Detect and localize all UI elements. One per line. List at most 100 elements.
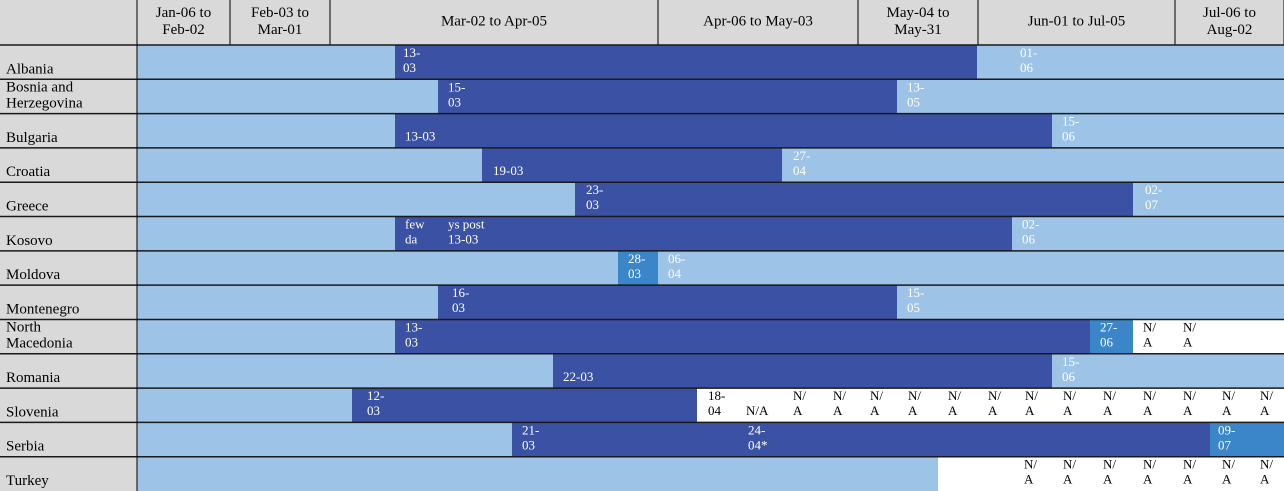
- country-name: Greece: [6, 199, 49, 215]
- date-label-line: da: [405, 232, 418, 247]
- country-name: Albania: [6, 62, 54, 78]
- country-name: Serbia: [6, 439, 45, 455]
- date-label: 09-07: [1218, 422, 1235, 452]
- date-label-line: 03: [586, 197, 599, 212]
- date-label-line: A: [1024, 472, 1034, 487]
- date-label: 02-07: [1145, 182, 1162, 212]
- period-bar: [395, 113, 1052, 148]
- date-label-line: 05: [907, 94, 920, 109]
- country-name: Croatia: [6, 165, 50, 181]
- date-label-line: A: [1183, 403, 1193, 418]
- date-label: N/A: [1063, 388, 1076, 418]
- period-bar: [1133, 182, 1284, 217]
- date-label: N/A: [1222, 388, 1235, 418]
- country-name: Bulgaria: [6, 130, 58, 146]
- date-label: N/A: [1143, 457, 1156, 487]
- country-name-line: Bosnia and: [6, 80, 74, 96]
- date-label-line: 04*: [748, 437, 768, 452]
- date-label-line: 07: [1145, 197, 1159, 212]
- date-label-line: A: [1063, 472, 1073, 487]
- period-bar: [352, 388, 697, 423]
- date-label: N/A: [1143, 388, 1156, 418]
- date-label: N/A: [1024, 457, 1037, 487]
- date-label: 15-03: [448, 79, 465, 109]
- date-label: 01-06: [1020, 45, 1037, 75]
- date-label: N/A: [1103, 388, 1116, 418]
- period-bar: [1052, 113, 1284, 148]
- country-name-line: Turkey: [6, 473, 49, 489]
- date-label: N/A: [1183, 319, 1196, 349]
- header-bg: [0, 0, 1284, 45]
- date-label: N/A: [908, 388, 921, 418]
- period-bar: [137, 113, 395, 148]
- period-header-line: Mar-01: [258, 22, 303, 38]
- period-header-line: Feb-02: [162, 22, 205, 38]
- period-bar: [782, 147, 1284, 183]
- date-label-line: 03: [405, 334, 418, 349]
- date-label: 27-04: [793, 148, 810, 178]
- date-label-line: N/: [1025, 388, 1038, 403]
- date-label-line: A: [1143, 472, 1153, 487]
- date-label: N/A: [1183, 457, 1196, 487]
- period-bar: [438, 79, 897, 114]
- date-label-line: A: [948, 403, 958, 418]
- date-label: 12-03: [367, 388, 384, 418]
- date-label-line: N/: [1183, 457, 1196, 472]
- date-label-line: 06: [1062, 369, 1076, 384]
- date-label: N/A: [1222, 457, 1235, 487]
- period-header-line: Jun-01 to Jul-05: [1028, 14, 1126, 30]
- date-label-line: N/: [1260, 457, 1273, 472]
- date-label: 15-06: [1062, 114, 1079, 144]
- period-header-line: Jul-06 to: [1203, 5, 1256, 21]
- date-label: N/A: [1025, 388, 1038, 418]
- period-header: Mar-02 to Apr-05: [441, 14, 547, 30]
- date-label-line: ys post: [448, 217, 485, 232]
- date-label: 28-03: [628, 251, 645, 281]
- date-label: 21-03: [522, 422, 539, 452]
- date-label-line: 06: [1022, 232, 1036, 247]
- country-name-line: Albania: [6, 62, 54, 78]
- period-header: Jun-01 to Jul-05: [1028, 14, 1126, 30]
- date-label-line: 04: [793, 163, 807, 178]
- period-bar: [438, 285, 897, 320]
- date-label-line: 13-: [403, 45, 420, 60]
- date-label-line: A: [1103, 403, 1113, 418]
- date-label: N/A: [793, 388, 806, 418]
- date-label-line: 27-: [1100, 319, 1117, 334]
- period-bar: [1052, 353, 1284, 389]
- date-label: N/A: [833, 388, 846, 418]
- date-label: 16-03: [452, 285, 469, 315]
- date-label: N/A: [1260, 457, 1273, 487]
- period-bar: [482, 147, 782, 183]
- period-header-line: Apr-06 to May-03: [703, 14, 813, 30]
- period-header-line: Jan-06 to: [156, 5, 211, 21]
- date-label-line: 23-: [586, 182, 603, 197]
- date-label-line: 15-: [448, 79, 465, 94]
- period-header: Jul-06 to Aug-02: [1203, 5, 1256, 38]
- date-label-line: A: [1143, 334, 1153, 349]
- date-label-line: 03: [367, 403, 380, 418]
- date-label-line: 02-: [1145, 182, 1162, 197]
- date-label-line: 15-: [1062, 354, 1079, 369]
- period-bar: [137, 456, 938, 491]
- period-bar: [137, 388, 352, 423]
- country-name-line: Herzegovina: [6, 96, 83, 112]
- date-label-line: A: [1183, 472, 1193, 487]
- date-label: 06-04: [668, 251, 685, 281]
- date-label-line: A: [908, 403, 918, 418]
- period-bar: [575, 182, 1133, 217]
- period-bar: [1012, 216, 1284, 251]
- country-name-line: Croatia: [6, 165, 50, 181]
- date-label-line: A: [988, 403, 998, 418]
- period-bar: [137, 250, 618, 286]
- country-column-bg: [0, 45, 137, 491]
- date-label-line: 01-: [1020, 45, 1037, 60]
- date-label-line: N/: [870, 388, 883, 403]
- date-label-line: 06-: [668, 251, 685, 266]
- date-label: 02-06: [1022, 217, 1039, 247]
- date-label-line: 15-: [907, 285, 924, 300]
- period-header-line: Mar-02 to Apr-05: [441, 14, 547, 30]
- country-name: Turkey: [6, 473, 49, 489]
- period-header: May-04 to May-31: [887, 5, 950, 38]
- period-header-line: May-04 to: [887, 5, 950, 21]
